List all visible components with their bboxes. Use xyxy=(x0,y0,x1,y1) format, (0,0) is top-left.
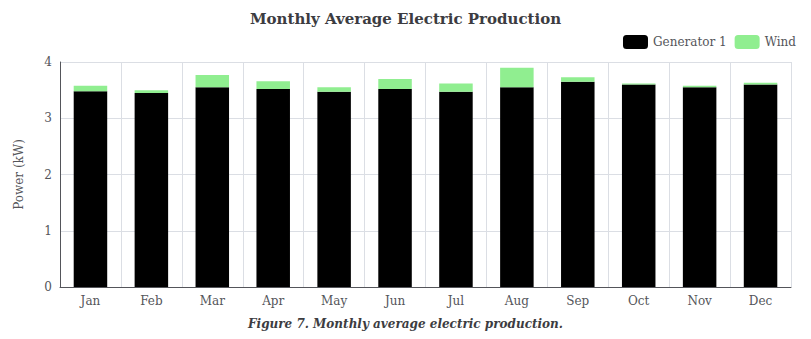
svg-text:May: May xyxy=(321,294,347,308)
svg-text:Feb: Feb xyxy=(140,294,163,308)
svg-text:1: 1 xyxy=(44,224,52,238)
svg-text:Dec: Dec xyxy=(749,294,773,308)
svg-text:Aug: Aug xyxy=(504,294,529,308)
svg-text:Apr: Apr xyxy=(261,294,284,308)
svg-text:4: 4 xyxy=(44,55,52,69)
svg-text:Sep: Sep xyxy=(566,294,589,308)
svg-text:3: 3 xyxy=(44,111,52,125)
svg-text:Oct: Oct xyxy=(628,294,650,308)
svg-text:Jan: Jan xyxy=(79,294,101,308)
svg-text:Monthly Average Electric Produ: Monthly Average Electric Production xyxy=(250,10,561,28)
svg-text:Wind: Wind xyxy=(765,35,797,49)
svg-text:Mar: Mar xyxy=(200,294,225,308)
svg-text:Nov: Nov xyxy=(687,294,712,308)
svg-text:Figure 7. Monthly average elec: Figure 7. Monthly average electric produ… xyxy=(247,317,563,331)
svg-text:Jul: Jul xyxy=(446,294,465,308)
svg-text:Generator 1: Generator 1 xyxy=(653,35,727,49)
svg-text:0: 0 xyxy=(44,280,52,294)
svg-text:Jun: Jun xyxy=(383,294,406,308)
svg-text:2: 2 xyxy=(44,168,52,182)
svg-text:Power (kW): Power (kW) xyxy=(12,139,26,210)
